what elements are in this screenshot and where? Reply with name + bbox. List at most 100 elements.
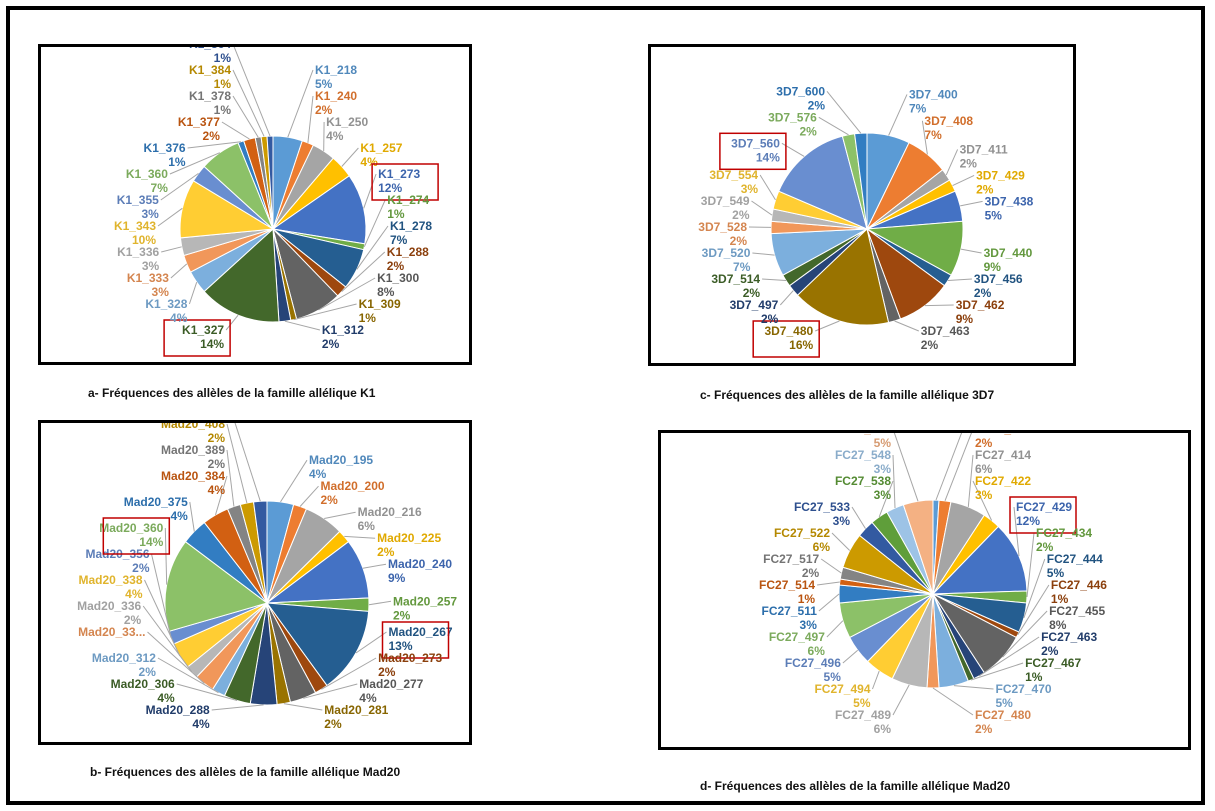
pie-slice-3d7-480 (796, 228, 890, 326)
slice-value-label: 7% (924, 128, 942, 142)
leader-line-fc27-489 (892, 684, 910, 716)
slice-category-label: 3D7_549 (701, 194, 750, 208)
slice-category-label: Mad20_375 (124, 495, 188, 509)
slice-category-label: Mad20_267 (389, 625, 453, 639)
leader-line-3d7-576 (818, 116, 849, 136)
slice-value-label: 2% (377, 545, 395, 559)
leader-line-k1-257 (341, 147, 359, 167)
slice-labels: FC27_3941%FC27_4112%FC27_4146%FC27_4223%… (759, 433, 1107, 736)
leader-line-fc27-414 (967, 454, 974, 507)
leader-line-3d7-554 (759, 174, 776, 201)
slice-category-label: Mad20_257 (393, 594, 457, 608)
slice-category-label: Mad20_225 (377, 531, 441, 545)
leader-line-fc27-455 (1002, 610, 1048, 658)
leader-line-fc27-538 (878, 480, 894, 518)
slice-value-label: 2% (393, 608, 411, 622)
slice-value-label: 3% (874, 462, 892, 476)
leader-line-mad20-257 (368, 600, 392, 606)
slice-category-label: 3D7_600 (776, 84, 825, 98)
leader-line-k1-384 (232, 69, 265, 137)
slice-value-label: 4% (192, 717, 210, 731)
slice-value-label: 14% (200, 337, 224, 351)
slice-category-label: Mad20_360 (99, 521, 163, 535)
slice-category-label: Mad20_195 (309, 453, 373, 467)
slice-value-label: 6% (808, 644, 826, 658)
slice-category-label: FC27_494 (814, 682, 870, 696)
slice-value-label: 5% (996, 696, 1014, 710)
slice-category-label: Mad20_277 (359, 677, 423, 691)
leader-line-k1-364 (233, 47, 271, 137)
slice-value-label: 6% (874, 722, 892, 736)
slice-category-label: FC27_467 (1025, 656, 1081, 670)
highlight-box-3d7-480 (752, 320, 820, 358)
slice-category-label: 3D7_576 (768, 110, 817, 124)
highlight-box-k1-273 (371, 163, 439, 201)
slice-value-label: 6% (358, 519, 376, 533)
pie-slices (164, 500, 370, 706)
leader-line-k1-288 (341, 251, 386, 292)
slice-value-label: 2% (139, 665, 157, 679)
slice-category-label: Mad20_389 (161, 443, 225, 457)
slice-category-label: K1_376 (144, 141, 186, 155)
slice-category-label: Mad20_288 (146, 703, 210, 717)
slice-value-label: 2% (387, 259, 405, 273)
slice-category-label: FC27_446 (1051, 578, 1107, 592)
slice-category-label: 3D7_560 (731, 136, 780, 150)
slice-labels: 3D7_4007%3D7_4087%3D7_4112%3D7_4292%3D7_… (698, 84, 1034, 358)
leader-line-mad20-195 (280, 459, 308, 503)
leader-line-fc27-394 (935, 433, 963, 501)
leader-line-fc27-556 (893, 433, 919, 502)
leader-lines (142, 423, 392, 711)
slice-value-label: 1% (168, 155, 186, 169)
leader-line-mad20-281 (283, 703, 323, 711)
slice-value-label: 14% (139, 535, 163, 549)
leader-line-3d7-400 (888, 94, 908, 136)
leader-line-fc27-494 (872, 670, 880, 690)
slice-category-label: 3D7_408 (924, 114, 973, 128)
leader-line-mad20-240 (362, 563, 387, 569)
leader-line-mad20-389 (226, 449, 235, 507)
slice-category-label: 3D7_400 (909, 87, 958, 101)
slice-category-label: Mad20_384 (161, 469, 225, 483)
leader-line-k1-274 (363, 199, 386, 248)
slice-category-label: K1_300 (377, 271, 419, 285)
leader-line-k1-240 (307, 95, 314, 143)
leader-line-k1-377 (221, 121, 250, 140)
slice-value-label: 6% (813, 540, 831, 554)
slice-category-label: FC27_434 (1036, 526, 1092, 540)
slice-value-label: 2% (960, 156, 978, 170)
leader-line-k1-336 (161, 246, 182, 253)
pie-chart-fc27: FC27_3941%FC27_4112%FC27_4146%FC27_4223%… (759, 433, 1107, 736)
leader-line-3d7-408 (921, 120, 928, 155)
slice-category-label: K1_288 (387, 245, 429, 259)
leader-line-k1-273 (363, 173, 377, 209)
leader-line-fc27-522 (831, 532, 851, 551)
slice-category-label: K1_364 (189, 47, 231, 51)
slice-value-label: 8% (1049, 618, 1067, 632)
leader-line-mad20-375 (189, 501, 195, 532)
slice-category-label: 3D7_438 (985, 194, 1034, 208)
leader-line-k1-278 (356, 225, 389, 270)
leader-line-fc27-548 (892, 454, 896, 509)
slice-value-label: 12% (1016, 514, 1040, 528)
leader-line-fc27-533 (851, 506, 866, 529)
slice-value-label: 1% (1025, 670, 1043, 684)
leader-line-k1-300 (318, 277, 376, 311)
slice-category-label: K1_360 (126, 167, 168, 181)
slice-value-label: 9% (956, 312, 974, 326)
slice-category-label: 3D7_480 (764, 324, 813, 338)
slice-value-label: 1% (214, 103, 232, 117)
pie-chart-mad20: Mad20_1954%Mad20_2002%Mad20_2166%Mad20_2… (77, 423, 457, 731)
slice-value-label: 4% (157, 691, 175, 705)
leader-line-fc27-434 (1026, 532, 1035, 598)
pie-slice-k1-364 (266, 135, 274, 230)
slice-category-label: K1_343 (114, 219, 156, 233)
slice-value-label: 3% (741, 182, 759, 196)
highlight-box-mad20-267 (381, 621, 450, 659)
panel-mad20: Mad20_195 4% Mad20_200 2% Mad20_216 6% Mad20_2… (38, 420, 472, 745)
slice-category-label: FC27_497 (769, 630, 825, 644)
highlight-box-3d7-560 (719, 132, 787, 171)
slice-value-label: 2% (378, 665, 396, 679)
leader-line-k1-312 (284, 320, 321, 331)
slice-category-label: FC27_422 (975, 474, 1031, 488)
